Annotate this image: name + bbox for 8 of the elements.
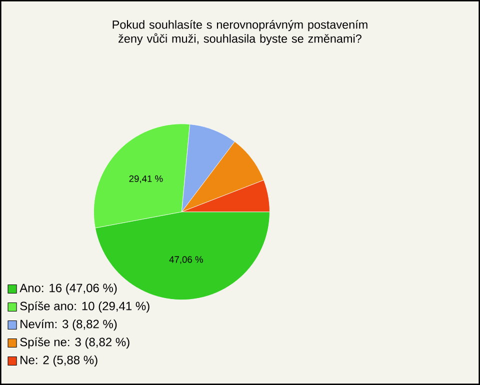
legend-label: Nevím: 3 (8,82 %) (20, 319, 117, 331)
chart-title: Pokud souhlasíte s nerovnoprávným postavením ženy vůči muži, souhlasila byste se změnami? (112, 20, 368, 46)
data-label: 29,41 % (129, 175, 163, 184)
legend-label: Ne: 2 (5,88 %) (20, 355, 98, 367)
legend-label: Spíše ano: 10 (29,41 %) (20, 301, 150, 313)
legend-label: Ano: 16 (47,06 %) (20, 283, 117, 295)
data-label: 47,06 % (169, 256, 203, 264)
legend-label: Spíše ne: 3 (8,82 %) (20, 337, 130, 349)
